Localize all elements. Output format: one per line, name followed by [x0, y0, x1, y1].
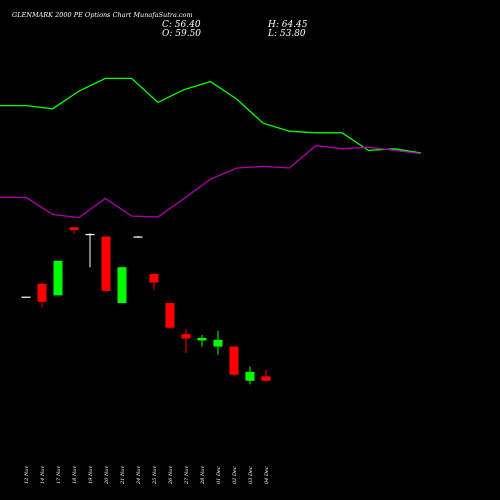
candles-group — [21, 227, 271, 385]
x-tick-label: 03 Dec — [248, 466, 254, 484]
candle-body — [245, 371, 255, 381]
x-tick-label: 21 Nov — [120, 466, 126, 485]
candle-body — [181, 334, 191, 339]
lower-line-series — [0, 144, 422, 219]
open-label: O: 59.50 — [162, 29, 201, 39]
x-tick-label: 24 Nov — [136, 466, 142, 485]
x-tick-label: 17 Nov — [56, 466, 62, 484]
candle-body — [229, 346, 239, 375]
candle-body — [53, 260, 63, 296]
x-tick-label: 27 Nov — [184, 466, 190, 485]
x-tick-label: 12 Nov — [24, 466, 30, 484]
x-tick-label: 02 Dec — [232, 466, 238, 484]
candle-body — [149, 273, 159, 283]
x-tick-label: 19 Nov — [88, 466, 94, 484]
close-label: C: 56.40 — [162, 20, 201, 30]
x-tick-label: 25 Nov — [152, 466, 158, 485]
x-tick-label: 14 Nov — [40, 466, 46, 484]
low-label: L: 53.80 — [267, 29, 306, 39]
x-tick-label: 01 Dec — [216, 466, 222, 484]
x-axis-labels: 12 Nov 14 Nov 17 Nov 18 Nov 19 Nov 20 Nov 21 N… — [24, 466, 270, 485]
candle-body — [261, 376, 271, 381]
candle-body — [197, 337, 207, 341]
candle-body — [69, 227, 79, 231]
candle-body — [213, 339, 223, 347]
candle-body — [101, 236, 111, 291]
x-tick-label: 04 Dec — [264, 466, 270, 484]
candle-body — [85, 233, 95, 236]
candle-body — [165, 303, 175, 328]
x-tick-label: 20 Nov — [104, 466, 110, 485]
x-tick-label: 18 Nov — [72, 466, 78, 484]
candle-body — [117, 267, 127, 304]
candle-body — [133, 236, 143, 238]
x-tick-label: 26 Nov — [168, 466, 174, 485]
chart-title: GLENMARK 2000 PE Options Chart MunafaSut… — [12, 11, 193, 19]
high-label: H: 64.45 — [267, 20, 308, 30]
candle-body — [37, 283, 47, 302]
upper-line-series — [0, 77, 422, 154]
x-tick-label: 28 Nov — [200, 466, 206, 485]
candle-body — [21, 296, 31, 298]
